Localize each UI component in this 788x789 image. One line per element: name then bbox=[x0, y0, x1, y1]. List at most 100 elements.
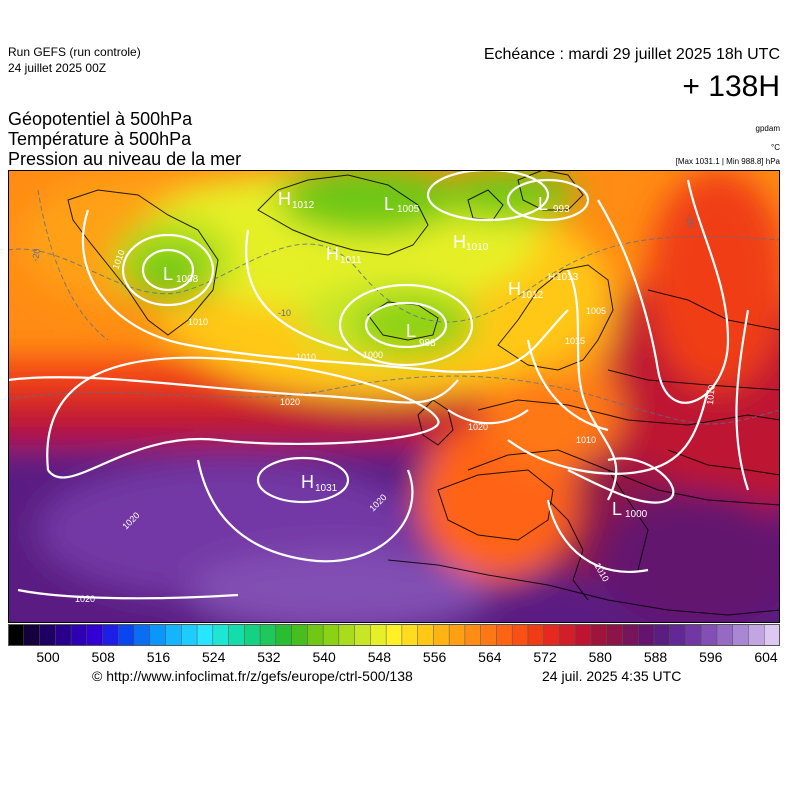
color-swatch bbox=[291, 624, 309, 646]
run-date: 24 juillet 2025 00Z bbox=[8, 61, 107, 75]
color-scale-tick: 596 bbox=[699, 649, 723, 665]
pressure-center: H bbox=[548, 272, 555, 283]
copyright-url: © http://www.infoclimat.fr/z/gefs/europe… bbox=[92, 668, 413, 684]
color-scale-tick: 572 bbox=[533, 649, 557, 665]
isotherm-label: -20 bbox=[30, 248, 42, 263]
color-scale-tick: 524 bbox=[202, 649, 226, 665]
pressure-center-value: 1011 bbox=[340, 255, 362, 266]
pressure-center: H bbox=[301, 472, 314, 492]
pressure-center-value: 1031 bbox=[315, 483, 338, 494]
color-scale-tick: 540 bbox=[312, 649, 336, 665]
pressure-center-value: 988 bbox=[419, 338, 436, 349]
color-swatch bbox=[259, 624, 277, 646]
color-swatch bbox=[511, 624, 529, 646]
isotherms bbox=[8, 189, 780, 425]
color-swatch bbox=[401, 624, 419, 646]
color-swatch bbox=[700, 624, 718, 646]
isobar-label: 1020 bbox=[75, 594, 95, 604]
color-swatch bbox=[244, 624, 261, 646]
coastlines bbox=[67, 170, 780, 616]
run-title: Run GEFS (run controle) bbox=[8, 45, 141, 59]
color-swatch bbox=[559, 624, 576, 646]
color-swatch bbox=[165, 624, 183, 646]
pressure-center-value: 1005 bbox=[397, 204, 420, 215]
isobar-label: 1010 bbox=[576, 435, 596, 445]
color-swatch bbox=[149, 624, 167, 646]
isotherm-label: -20 bbox=[684, 214, 696, 229]
color-swatch bbox=[354, 624, 372, 646]
color-swatch bbox=[448, 624, 466, 646]
color-swatch bbox=[748, 624, 765, 646]
color-swatch bbox=[70, 624, 88, 646]
color-scale-tick: 516 bbox=[146, 649, 171, 665]
color-swatch bbox=[433, 624, 450, 646]
isobar-label: 1020 bbox=[468, 422, 488, 432]
pressure-center: L bbox=[406, 321, 416, 341]
isotherm-label: -10 bbox=[278, 308, 291, 318]
color-swatch bbox=[669, 624, 687, 646]
isobar-label: 1010 bbox=[705, 384, 717, 405]
color-swatch bbox=[338, 624, 356, 646]
param-geopotential: Géopotentiel à 500hPa bbox=[8, 109, 193, 129]
color-swatch bbox=[228, 624, 246, 646]
color-swatch bbox=[307, 624, 324, 646]
color-swatch bbox=[275, 624, 293, 646]
geopotential-field bbox=[8, 170, 780, 623]
lead-time: + 138H bbox=[682, 70, 780, 103]
isobar-label: 1010 bbox=[296, 352, 316, 362]
color-swatch bbox=[637, 624, 655, 646]
color-scale-tick: 564 bbox=[478, 649, 502, 665]
unit-temperature: °C bbox=[771, 143, 780, 152]
pressure-center-value: 1012 bbox=[521, 290, 544, 301]
color-swatch bbox=[370, 624, 387, 646]
isobar-label: 1010 bbox=[188, 317, 208, 327]
isobars bbox=[8, 170, 750, 600]
pressure-center-value: 1008 bbox=[176, 274, 199, 285]
color-swatch bbox=[181, 624, 198, 646]
color-swatch bbox=[622, 624, 639, 646]
isobar-label: 1015 bbox=[565, 336, 585, 346]
color-scale-tick: 548 bbox=[367, 649, 392, 665]
color-swatch bbox=[102, 624, 120, 646]
color-swatch bbox=[55, 624, 72, 646]
color-swatch bbox=[732, 624, 750, 646]
color-swatch bbox=[23, 624, 41, 646]
color-swatch bbox=[385, 624, 403, 646]
pressure-center: L bbox=[163, 264, 173, 284]
color-swatch bbox=[39, 624, 57, 646]
color-swatch bbox=[417, 624, 435, 646]
pressure-center: H bbox=[453, 232, 466, 252]
color-scale bbox=[8, 624, 780, 646]
color-swatch bbox=[196, 624, 214, 646]
pressure-center: L bbox=[384, 194, 394, 214]
color-swatch bbox=[86, 624, 104, 646]
color-swatch bbox=[543, 624, 561, 646]
param-temperature: Température à 500hPa bbox=[8, 129, 192, 149]
isobar-label: 1005 bbox=[586, 306, 606, 316]
pressure-center: H bbox=[508, 279, 521, 299]
pressure-center: H bbox=[278, 189, 291, 209]
pressure-center-value: 993 bbox=[553, 204, 570, 215]
pressure-center: H bbox=[326, 244, 339, 264]
forecast-map: H 1012 L 1005 L 993 H 1011 H 1010 L 1008… bbox=[8, 170, 780, 623]
color-swatch bbox=[606, 624, 624, 646]
isobar-label: 1000 bbox=[363, 350, 383, 360]
pressure-center-value: 1013 bbox=[556, 272, 579, 283]
color-swatch bbox=[527, 624, 545, 646]
color-scale-tick: 500 bbox=[36, 649, 60, 665]
color-swatch bbox=[322, 624, 340, 646]
pressure-centers: H 1012 L 1005 L 993 H 1011 H 1010 L 1008… bbox=[163, 189, 648, 520]
color-swatch bbox=[685, 624, 702, 646]
color-scale-tick: 556 bbox=[422, 649, 447, 665]
isobar-label: 1020 bbox=[280, 397, 300, 407]
color-scale-tick: 588 bbox=[643, 649, 668, 665]
color-swatch bbox=[8, 624, 25, 646]
color-swatch bbox=[716, 624, 734, 646]
param-pressure: Pression au niveau de la mer bbox=[8, 149, 242, 169]
color-swatch bbox=[464, 624, 482, 646]
pressure-center: L bbox=[538, 194, 548, 214]
color-swatch bbox=[590, 624, 608, 646]
color-scale-tick: 508 bbox=[91, 649, 115, 665]
unit-pressure-range: [Max 1031.1 | Min 988.8] hPa bbox=[675, 157, 780, 166]
color-swatch bbox=[763, 624, 780, 646]
